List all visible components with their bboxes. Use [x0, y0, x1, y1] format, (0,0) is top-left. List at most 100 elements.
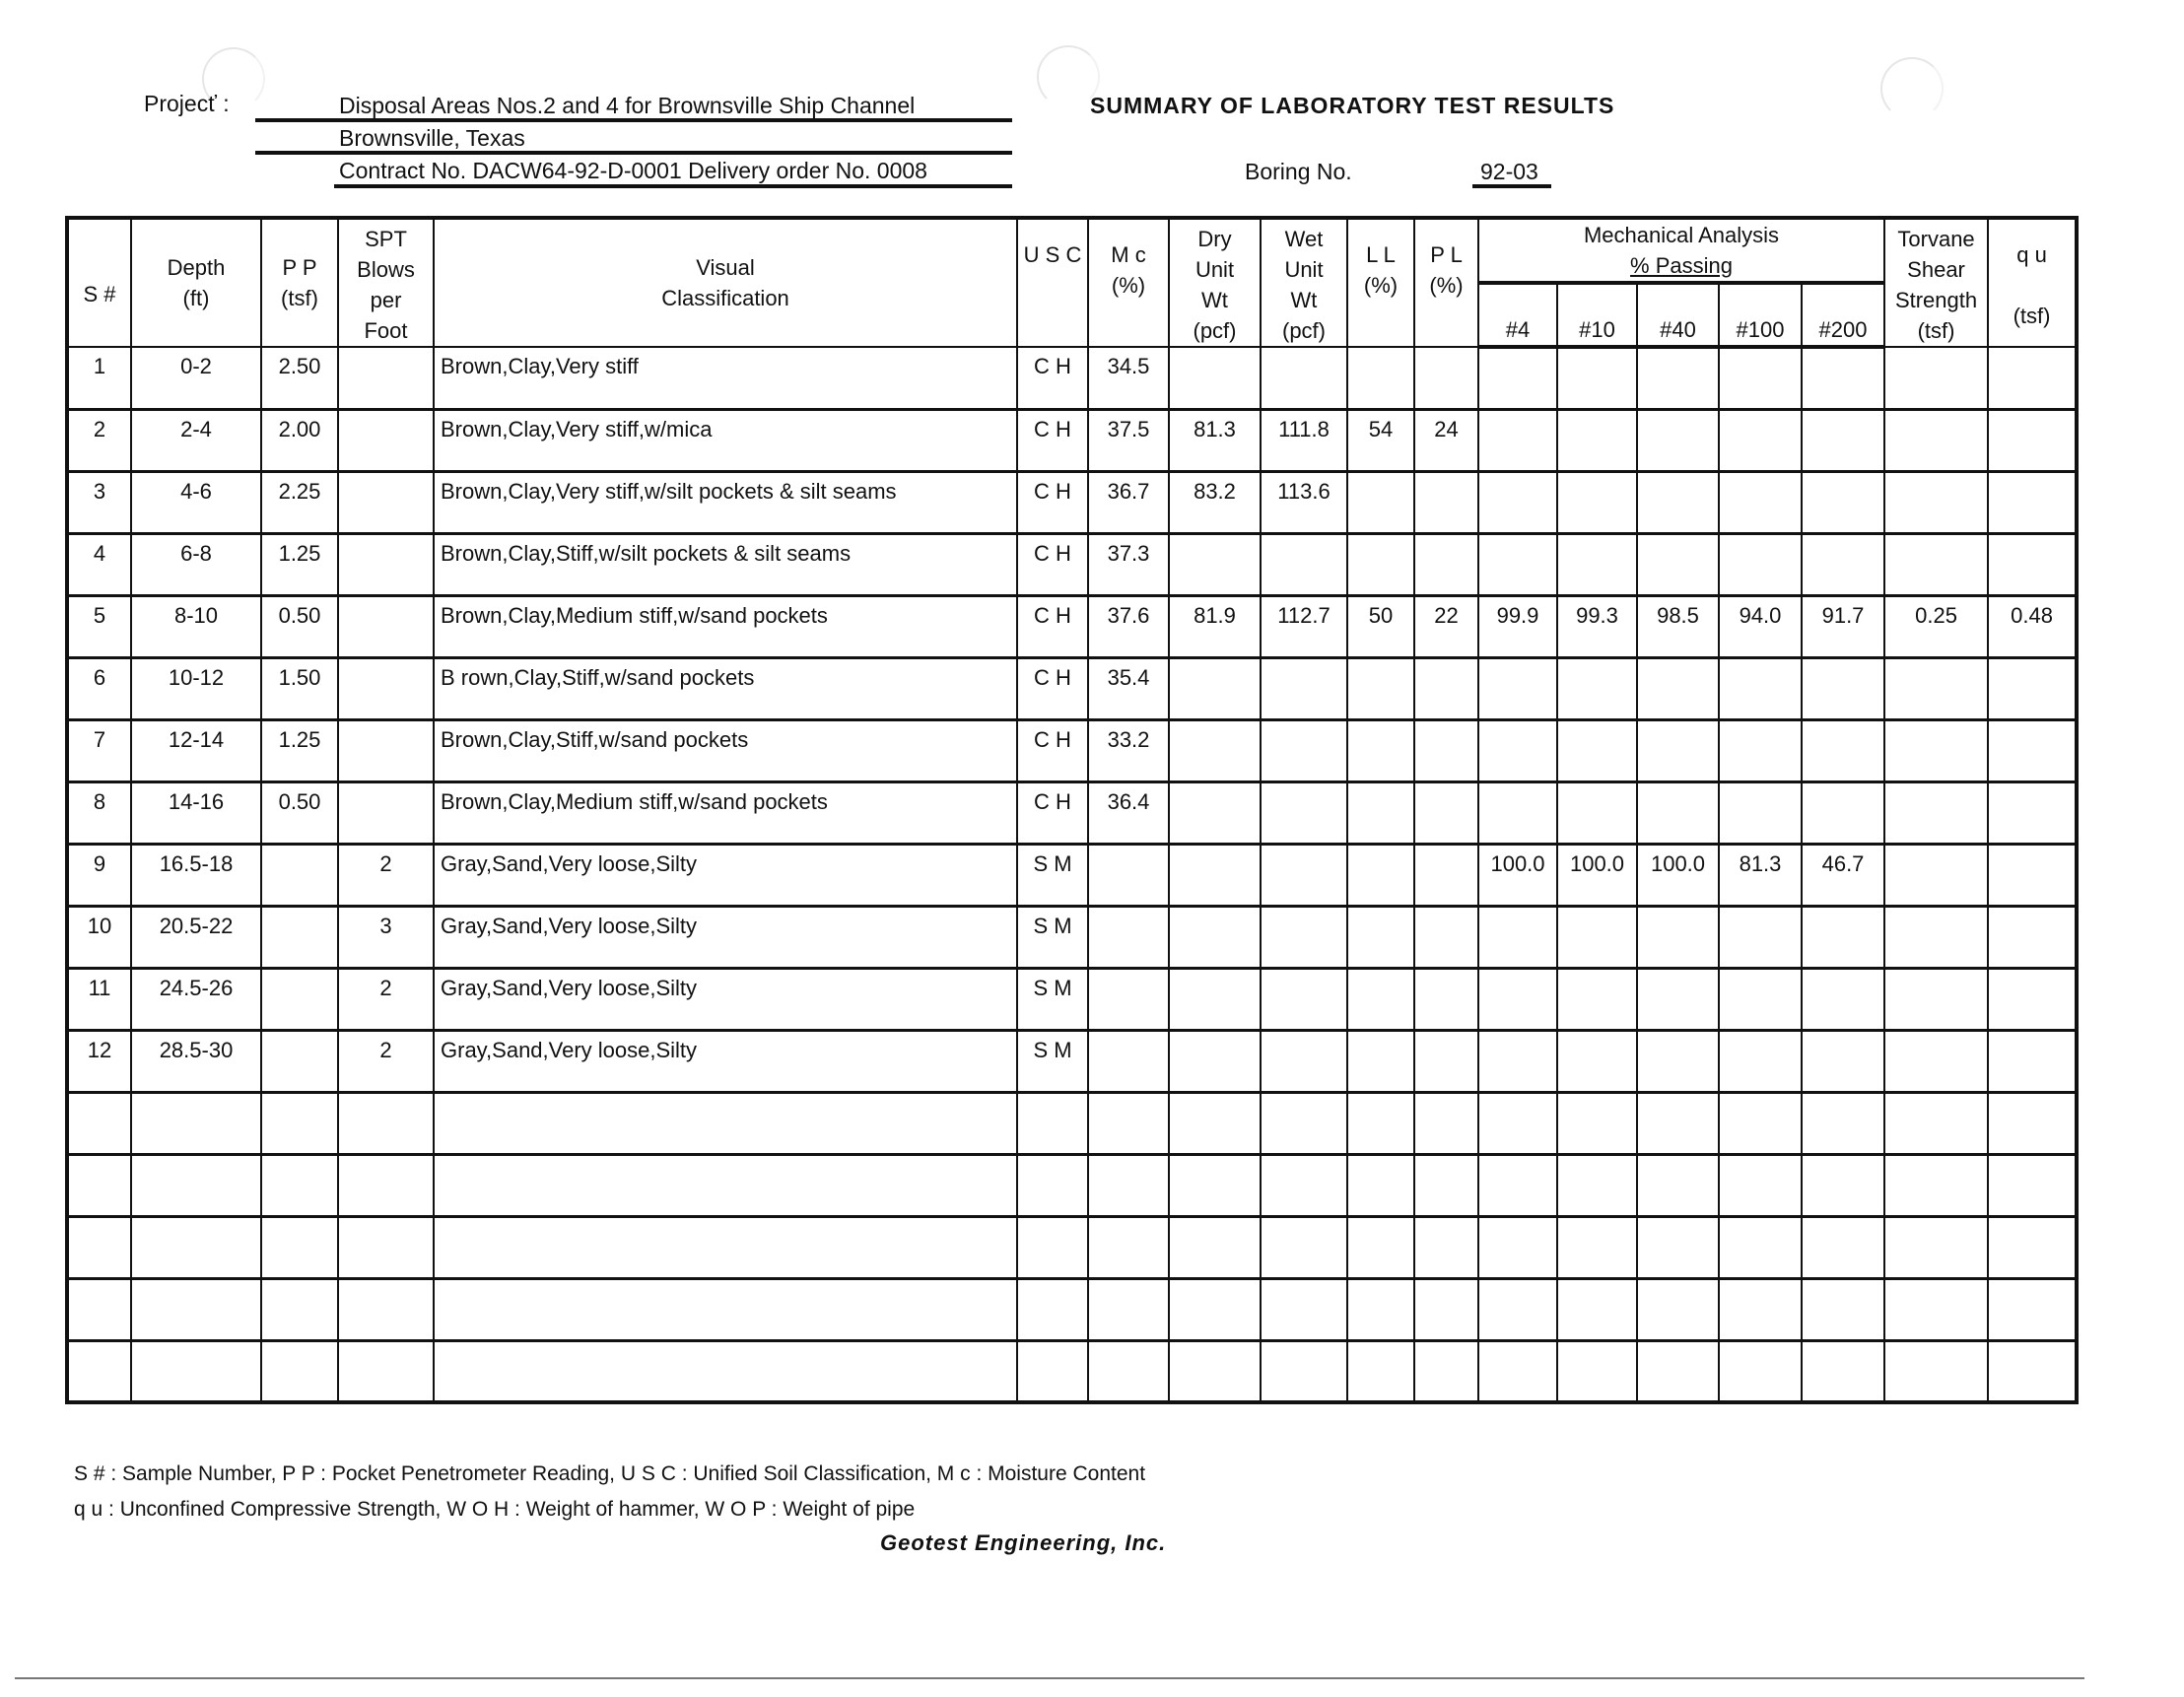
cell-ll	[1346, 656, 1415, 720]
cell-dry-unit-wt	[1168, 967, 1262, 1031]
cell-pl	[1413, 843, 1479, 907]
cell-sieve-4	[1477, 408, 1558, 472]
cell-visual-classification: Gray,Sand,Very loose,Silty	[433, 905, 1018, 969]
cell-sieve-4: 99.9	[1477, 594, 1558, 658]
cell-usc: S M	[1016, 905, 1089, 969]
col-label: Visual	[696, 255, 755, 280]
cell-dry-unit-wt	[1168, 656, 1262, 720]
cell-depth	[130, 1153, 262, 1217]
cell-sieve-10	[1556, 1277, 1638, 1341]
cell-sieve-40	[1636, 532, 1720, 596]
cell-sieve-40	[1636, 1215, 1720, 1279]
cell-sieve-4	[1477, 781, 1558, 845]
cell-ll	[1346, 1091, 1415, 1155]
cell-sample-number: 7	[66, 718, 132, 782]
cell-ll	[1346, 1153, 1415, 1217]
cell-ll: 54	[1346, 408, 1415, 472]
cell-pp	[260, 967, 339, 1031]
cell-sample-number: 5	[66, 594, 132, 658]
cell-pl	[1413, 1339, 1479, 1403]
cell-usc: C H	[1016, 781, 1089, 845]
col-label: (%)	[1429, 273, 1464, 298]
cell-qu	[1987, 1215, 2079, 1279]
cell-qu	[1987, 408, 2079, 472]
cell-sieve-200	[1800, 408, 1886, 472]
cell-qu	[1987, 1277, 2079, 1341]
col-label: Wt	[1290, 288, 1318, 312]
table-row: 8 14-16 0.50 Brown,Clay,Medium stiff,w/sand…	[66, 781, 2079, 845]
cell-visual-classification: B rown,Clay,Stiff,w/sand pockets	[433, 656, 1018, 720]
cell-sieve-10	[1556, 346, 1638, 410]
col-sample: S #	[66, 217, 132, 348]
col-sieve-200: #200	[1800, 282, 1886, 349]
cell-torvane: 0.25	[1883, 594, 1990, 658]
col-label: M c	[1111, 242, 1146, 267]
cell-mc	[1087, 1215, 1170, 1279]
cell-sample-number: 9	[66, 843, 132, 907]
cell-pl	[1413, 470, 1479, 534]
cell-sieve-200	[1800, 1153, 1886, 1217]
cell-usc: C H	[1016, 532, 1089, 596]
cell-sample-number	[66, 1339, 132, 1403]
cell-sieve-4	[1477, 656, 1558, 720]
cell-sieve-100	[1718, 656, 1803, 720]
table-body: 1 0-2 2.50 Brown,Clay,Very stiff C H 34.5 2 2-4…	[66, 346, 2079, 1403]
cell-visual-classification: Gray,Sand,Very loose,Silty	[433, 967, 1018, 1031]
cell-sieve-10	[1556, 1029, 1638, 1093]
cell-sample-number: 3	[66, 470, 132, 534]
cell-sieve-10	[1556, 532, 1638, 596]
cell-wet-unit-wt	[1260, 346, 1348, 410]
cell-pp: 2.25	[260, 470, 339, 534]
project-line-2: Brownsville, Texas	[339, 125, 525, 151]
cell-sample-number: 8	[66, 781, 132, 845]
cell-sieve-200: 91.7	[1800, 594, 1886, 658]
cell-mc: 37.5	[1087, 408, 1170, 472]
cell-visual-classification: Brown,Clay,Very stiff,w/mica	[433, 408, 1018, 472]
cell-wet-unit-wt	[1260, 1153, 1348, 1217]
cell-usc: C H	[1016, 594, 1089, 658]
cell-wet-unit-wt	[1260, 718, 1348, 782]
cell-usc	[1016, 1339, 1089, 1403]
cell-sieve-10	[1556, 1215, 1638, 1279]
cell-ll	[1346, 1339, 1415, 1403]
cell-qu	[1987, 905, 2079, 969]
cell-dry-unit-wt	[1168, 781, 1262, 845]
table-row: 3 4-6 2.25 Brown,Clay,Very stiff,w/silt poc…	[66, 470, 2079, 534]
col-label: (tsf)	[2013, 304, 2051, 328]
cell-sieve-10	[1556, 905, 1638, 969]
cell-sieve-100: 94.0	[1718, 594, 1803, 658]
cell-sieve-200	[1800, 1029, 1886, 1093]
cell-sieve-40	[1636, 1091, 1720, 1155]
cell-mc: 37.3	[1087, 532, 1170, 596]
cell-ll	[1346, 1277, 1415, 1341]
cell-torvane	[1883, 346, 1990, 410]
cell-qu	[1987, 967, 2079, 1031]
cell-visual-classification: Gray,Sand,Very loose,Silty	[433, 843, 1018, 907]
cell-mc	[1087, 1029, 1170, 1093]
cell-usc: S M	[1016, 1029, 1089, 1093]
col-label: Wt	[1201, 288, 1228, 312]
cell-wet-unit-wt	[1260, 1215, 1348, 1279]
table-row	[66, 1153, 2079, 1217]
col-label: q u	[2016, 242, 2047, 267]
cell-pl	[1413, 905, 1479, 969]
cell-sieve-10	[1556, 718, 1638, 782]
cell-spt-blows	[337, 1339, 435, 1403]
col-visual: Visual Classification	[433, 217, 1018, 348]
cell-torvane	[1883, 1029, 1990, 1093]
col-label: L L	[1366, 242, 1396, 267]
cell-depth: 10-12	[130, 656, 262, 720]
cell-visual-classification: Brown,Clay,Stiff,w/sand pockets	[433, 718, 1018, 782]
punch-hole	[1037, 45, 1100, 108]
cell-pl	[1413, 718, 1479, 782]
cell-pp	[260, 1277, 339, 1341]
punch-hole	[1880, 57, 1944, 120]
cell-depth: 12-14	[130, 718, 262, 782]
col-pl: P L (%)	[1413, 217, 1479, 348]
cell-usc: C H	[1016, 408, 1089, 472]
col-spt: SPT Blows per Foot	[337, 217, 435, 348]
cell-depth: 24.5-26	[130, 967, 262, 1031]
cell-ll	[1346, 470, 1415, 534]
cell-sieve-200	[1800, 532, 1886, 596]
col-usc: U S C	[1016, 217, 1089, 348]
